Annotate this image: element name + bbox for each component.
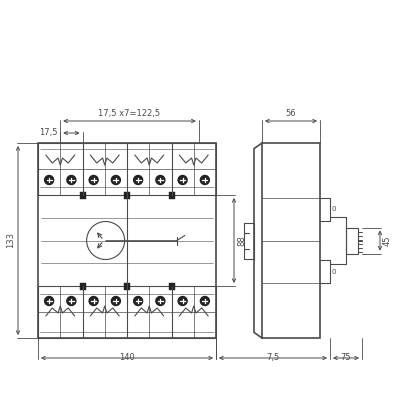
Circle shape — [111, 176, 120, 184]
Circle shape — [89, 176, 98, 184]
Text: 17,5: 17,5 — [39, 128, 58, 138]
Circle shape — [45, 176, 54, 184]
Circle shape — [178, 296, 187, 306]
Bar — [80, 192, 86, 198]
Circle shape — [156, 176, 165, 184]
Circle shape — [156, 296, 165, 306]
Bar — [346, 228, 358, 254]
Bar — [168, 282, 174, 290]
Text: 56: 56 — [286, 109, 296, 118]
Circle shape — [45, 296, 54, 306]
Circle shape — [67, 176, 76, 184]
Circle shape — [134, 176, 143, 184]
Text: 133: 133 — [6, 232, 15, 248]
Bar — [38, 143, 216, 195]
Circle shape — [67, 296, 76, 306]
Bar — [124, 192, 130, 198]
Bar — [38, 143, 216, 338]
Text: 17,5 x7=122,5: 17,5 x7=122,5 — [98, 109, 160, 118]
Text: 88: 88 — [237, 235, 246, 246]
Bar — [168, 192, 174, 198]
Text: 140: 140 — [119, 353, 135, 362]
Bar — [124, 282, 130, 290]
Text: 45: 45 — [383, 235, 392, 246]
Circle shape — [200, 176, 209, 184]
Circle shape — [89, 296, 98, 306]
Circle shape — [200, 296, 209, 306]
Bar — [80, 282, 86, 290]
Bar — [244, 222, 254, 258]
Text: 0: 0 — [332, 269, 336, 275]
Bar — [262, 143, 320, 338]
Text: 0: 0 — [332, 206, 336, 212]
Circle shape — [134, 296, 143, 306]
Bar — [38, 286, 216, 338]
Text: 75: 75 — [341, 353, 351, 362]
Circle shape — [111, 296, 120, 306]
Circle shape — [178, 176, 187, 184]
Text: 7,5: 7,5 — [266, 353, 280, 362]
